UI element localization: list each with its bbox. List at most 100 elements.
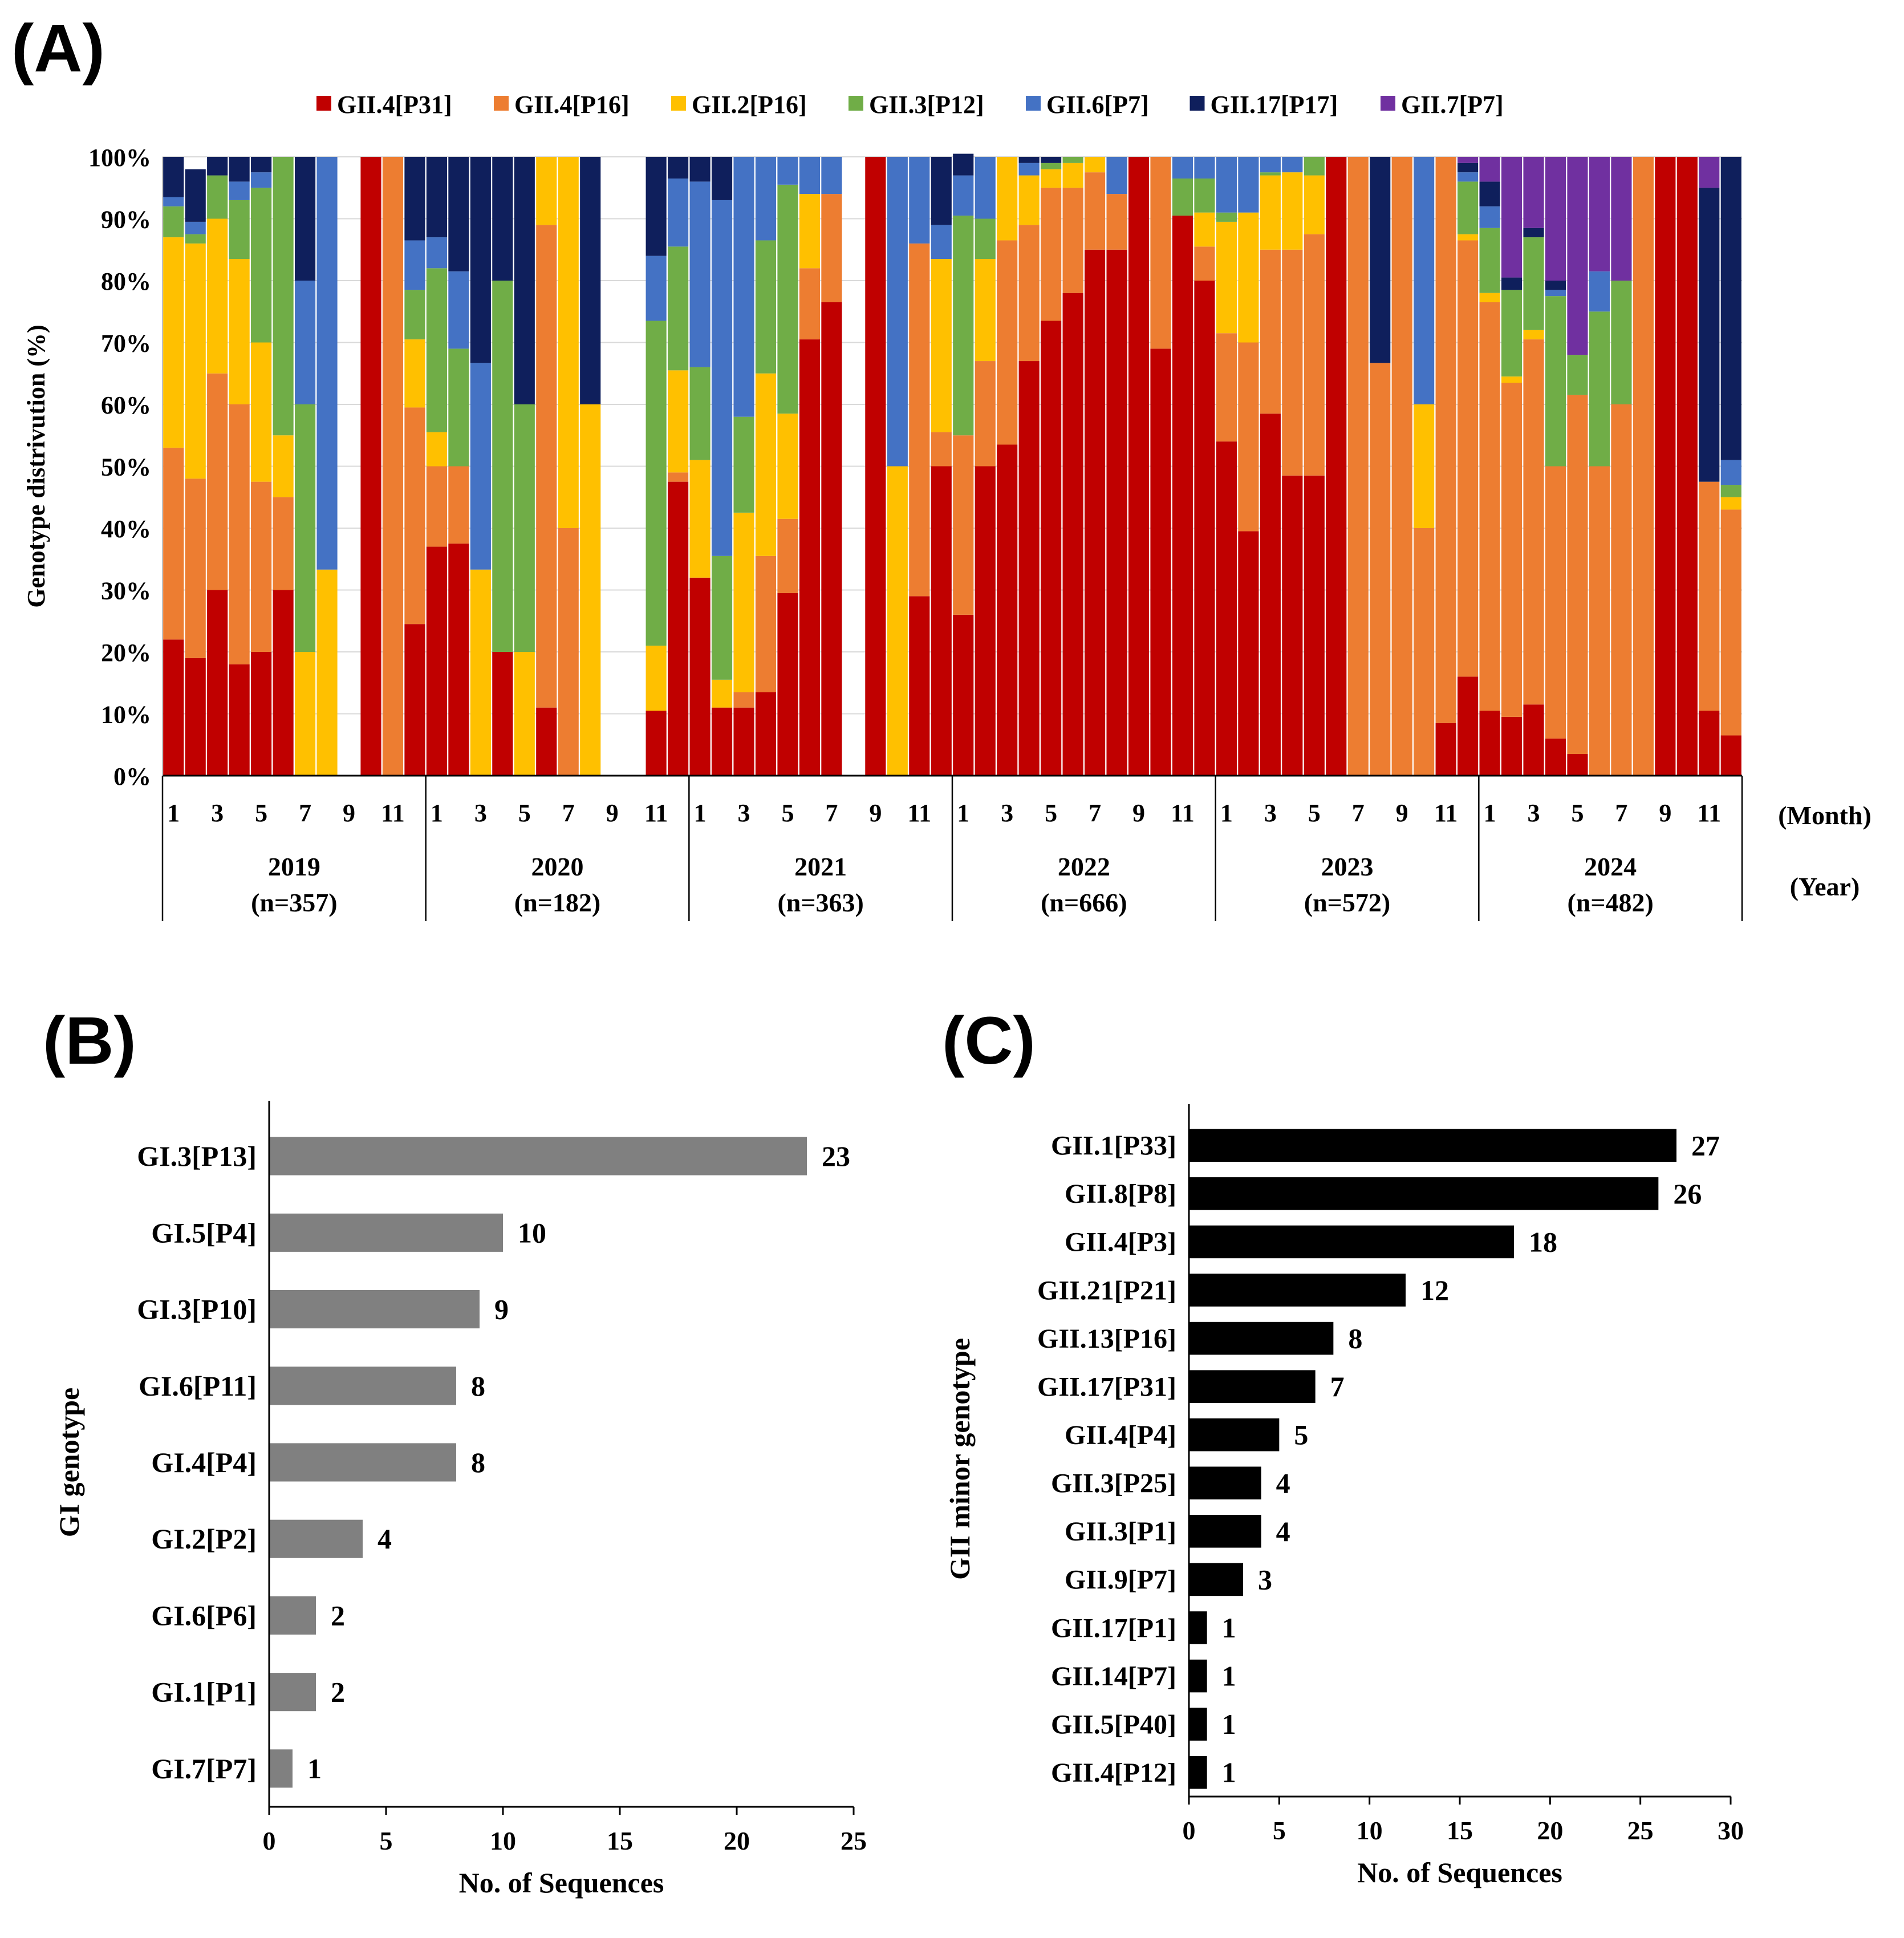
bar-segment-2022-01-GII.3[P12] — [953, 216, 974, 436]
bar-segment-2022-06-GII.4[P16] — [1062, 188, 1083, 293]
bar-segment-2022-06-GII.3[P12] — [1062, 157, 1083, 163]
bar-segment-2024-03-GII.17[P17] — [1523, 228, 1544, 238]
bar-segment-2023-12-GII.17[P17] — [1458, 163, 1479, 173]
bar-segment-2019-12-GII.4[P31] — [404, 624, 425, 776]
bar-segment-2024-05-GII.7[P7] — [1567, 157, 1588, 355]
value-label: 1 — [1222, 1660, 1236, 1692]
month-tick-label: 3 — [1264, 799, 1277, 827]
bar-segment-2024-12-GII.17[P17] — [1720, 157, 1741, 460]
bar-segment-2022-10-GII.4[P16] — [1150, 157, 1171, 349]
bar-segment-2021-04-GII.3[P12] — [755, 240, 777, 374]
bar-segment-2020-07-GII.4[P16] — [558, 528, 579, 776]
bar-segment-2023-03-GII.2[P16] — [1260, 175, 1281, 250]
bar-segment-2022-01-GII.4[P31] — [953, 614, 974, 776]
bar-segment-2020-01-GII.2[P16] — [426, 432, 447, 467]
bar-segment-2019-01-GII.4[P31] — [163, 639, 184, 776]
month-tick-label: 1 — [1484, 799, 1496, 827]
bar-segment-2019-02-GII.2[P16] — [185, 243, 206, 479]
bar-GI.2[P2] — [269, 1519, 363, 1558]
bar-segment-2021-10-GII.2[P16] — [887, 466, 908, 776]
bar-GI.3[P10] — [269, 1290, 480, 1329]
bar-GII.3[P25] — [1189, 1466, 1261, 1500]
category-label: GII.14[P7] — [1051, 1661, 1176, 1692]
bar-segment-2020-04-GII.3[P12] — [492, 281, 513, 652]
bar-segment-2021-12-GII.6[P7] — [931, 225, 952, 260]
bar-segment-2019-03-GII.17[P17] — [207, 157, 228, 176]
bar-segment-2024-03-GII.7[P7] — [1523, 157, 1544, 228]
bar-segment-2022-01-GII.6[P7] — [953, 175, 974, 216]
month-tick-label: 5 — [1045, 799, 1057, 827]
bar-segment-2019-06-GII.4[P16] — [273, 497, 294, 590]
bar-segment-2023-12-GII.2[P16] — [1458, 234, 1479, 241]
bar-segment-2022-07-GII.2[P16] — [1084, 157, 1106, 173]
bar-segment-2019-04-GII.4[P31] — [229, 664, 250, 776]
bar-GII.14[P7] — [1189, 1659, 1207, 1693]
month-tick-label: 5 — [1308, 799, 1321, 827]
bar-segment-2023-03-GII.4[P16] — [1260, 249, 1281, 414]
category-label: GI.3[P10] — [137, 1294, 257, 1325]
bar-segment-2021-11-GII.6[P7] — [909, 157, 930, 244]
year-n-label: (n=182) — [514, 888, 600, 917]
bar-segment-2022-11-GII.4[P31] — [1172, 216, 1193, 776]
category-label: GII.8[P8] — [1065, 1179, 1176, 1209]
legend-swatch-GII.3[P12] — [849, 96, 863, 111]
bar-segment-2022-11-GII.3[P12] — [1172, 178, 1193, 216]
bar-segment-2024-12-GII.3[P12] — [1720, 485, 1741, 497]
bar-segment-2020-06-GII.2[P16] — [536, 157, 557, 225]
bar-segment-2019-12-GII.2[P16] — [404, 339, 425, 408]
bar-segment-2022-10-GII.4[P31] — [1150, 348, 1171, 776]
bar-segment-2022-07-GII.4[P31] — [1084, 249, 1106, 776]
bar-segment-2024-11-GII.4[P16] — [1699, 481, 1720, 711]
value-label: 7 — [1330, 1371, 1345, 1402]
bar-segment-2024-04-GII.4[P31] — [1545, 738, 1566, 776]
bar-segment-2022-03-GII.2[P16] — [997, 157, 1018, 241]
value-label: 2 — [331, 1599, 345, 1631]
category-label: GI.7[P7] — [151, 1753, 257, 1785]
bar-segment-2019-05-GII.3[P12] — [251, 188, 272, 343]
bar-segment-2019-01-GII.4[P16] — [163, 447, 184, 640]
bar-segment-2022-05-GII.4[P16] — [1041, 188, 1062, 321]
month-tick-label: 11 — [381, 799, 405, 827]
bar-segment-2019-08-GII.6[P7] — [316, 157, 338, 570]
category-label: GI.4[P4] — [151, 1446, 257, 1478]
category-label: GII.4[P4] — [1065, 1420, 1176, 1450]
bar-segment-2023-01-GII.4[P16] — [1216, 333, 1237, 442]
bar-segment-2019-12-GII.6[P7] — [404, 240, 425, 290]
bar-segment-2022-08-GII.4[P31] — [1106, 249, 1127, 776]
bar-segment-2019-02-GII.4[P31] — [185, 658, 206, 776]
bar-segment-2021-01-GII.4[P31] — [689, 577, 711, 776]
bar-GI.6[P11] — [269, 1367, 456, 1405]
panel-b-y-axis-title: GI genotype — [53, 1388, 85, 1538]
category-label: GII.3[P1] — [1065, 1517, 1176, 1547]
panel-b-x-axis-title: No. of Sequences — [459, 1867, 664, 1899]
bar-segment-2021-05-GII.4[P16] — [777, 518, 798, 593]
value-label: 18 — [1529, 1226, 1557, 1258]
month-tick-label: 1 — [1220, 799, 1233, 827]
bar-segment-2020-08-GII.17[P17] — [580, 157, 601, 404]
bar-segment-2021-10-GII.6[P7] — [887, 157, 908, 467]
category-label: GII.3[P25] — [1051, 1469, 1176, 1499]
bar-segment-2024-01-GII.4[P31] — [1479, 711, 1500, 776]
panel-b-label: (B) — [43, 1003, 136, 1079]
value-label: 5 — [1294, 1419, 1308, 1451]
bar-segment-2024-03-GII.4[P16] — [1523, 339, 1544, 705]
category-label: GII.13[P16] — [1037, 1324, 1176, 1354]
month-tick-label: 11 — [908, 799, 932, 827]
bar-segment-2021-04-GII.6[P7] — [755, 157, 777, 241]
bar-GI.4[P4] — [269, 1443, 456, 1482]
category-label: GII.17[P31] — [1037, 1372, 1176, 1402]
bar-segment-2024-12-GII.2[P16] — [1720, 497, 1741, 510]
bar-segment-2024-02-GII.4[P31] — [1501, 716, 1523, 776]
bar-segment-2022-01-GII.4[P16] — [953, 435, 974, 615]
x-tick-label: 20 — [724, 1826, 750, 1855]
value-label: 10 — [518, 1217, 546, 1248]
bar-segment-2020-12-GII.17[P17] — [668, 157, 689, 179]
panel-c-label: (C) — [942, 1003, 1036, 1079]
bar-segment-2022-12-GII.4[P16] — [1194, 246, 1215, 281]
bar-segment-2023-05-GII.4[P31] — [1304, 475, 1325, 776]
legend-label: GII.4[P16] — [514, 91, 630, 119]
month-tick-label: 3 — [738, 799, 750, 827]
bar-GII.9[P7] — [1189, 1563, 1243, 1596]
bar-segment-2020-04-GII.17[P17] — [492, 157, 513, 281]
bar-segment-2024-04-GII.3[P12] — [1545, 296, 1566, 467]
